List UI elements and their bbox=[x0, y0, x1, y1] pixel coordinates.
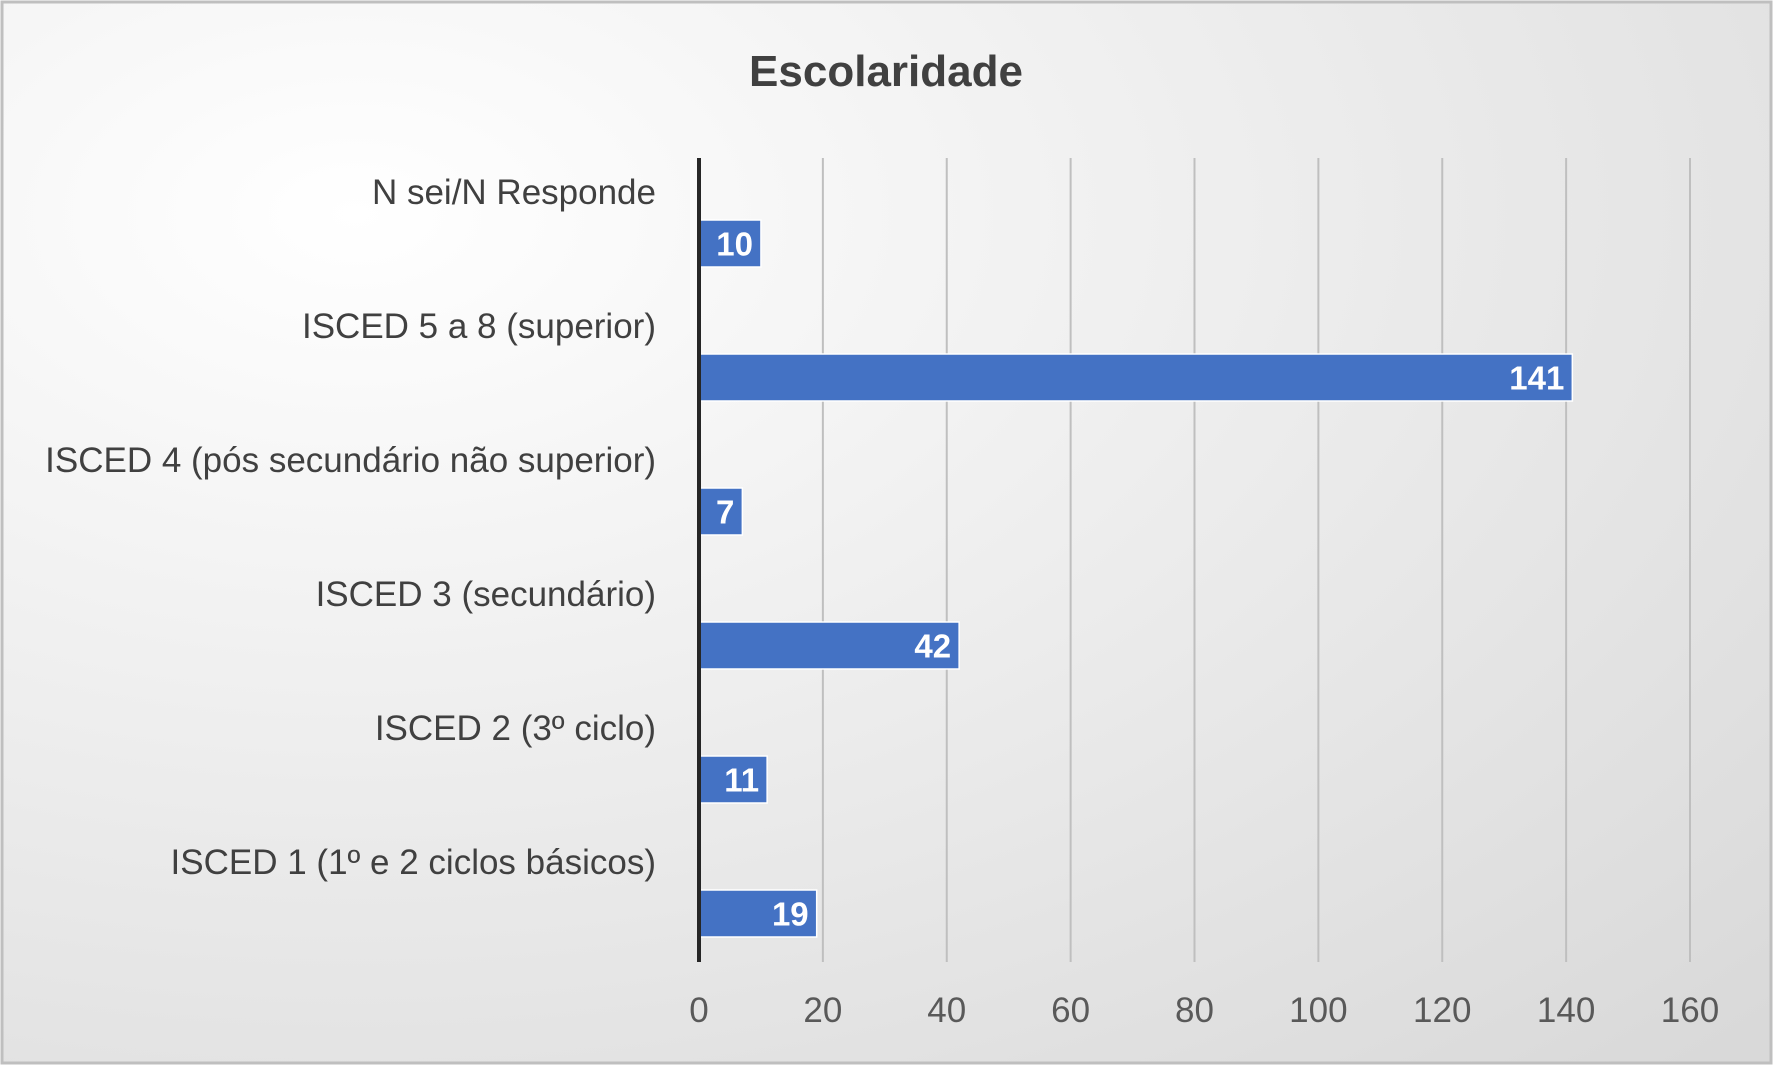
bar bbox=[698, 889, 818, 938]
data-labels: 10 141 7 42 11 19 bbox=[716, 226, 1564, 933]
x-tick-label: 40 bbox=[927, 991, 966, 1030]
category-label: ISCED 3 (secundário) bbox=[316, 575, 656, 614]
bar bbox=[698, 487, 744, 536]
bar bbox=[698, 621, 960, 670]
bar bbox=[698, 755, 768, 804]
x-tick-label: 60 bbox=[1051, 991, 1090, 1030]
data-label: 11 bbox=[724, 762, 759, 799]
x-tick-label: 20 bbox=[803, 991, 842, 1030]
data-label: 10 bbox=[716, 226, 753, 263]
category-label: ISCED 4 (pós secundário não superior) bbox=[45, 441, 656, 480]
gridlines bbox=[821, 158, 1691, 962]
x-tick-label: 0 bbox=[689, 991, 708, 1030]
bars bbox=[698, 219, 1574, 938]
category-label: ISCED 2 (3º ciclo) bbox=[375, 709, 656, 748]
data-label: 42 bbox=[914, 628, 951, 665]
chart-title: Escolaridade bbox=[749, 47, 1023, 96]
data-label: 141 bbox=[1509, 360, 1564, 397]
x-tick-label: 100 bbox=[1289, 991, 1347, 1030]
x-tick-label: 140 bbox=[1537, 991, 1595, 1030]
x-tick-label: 120 bbox=[1413, 991, 1471, 1030]
category-label: ISCED 5 a 8 (superior) bbox=[302, 307, 656, 346]
x-tick-label: 160 bbox=[1661, 991, 1719, 1030]
data-label: 7 bbox=[716, 494, 734, 531]
category-label: ISCED 1 (1º e 2 ciclos básicos) bbox=[171, 843, 656, 882]
x-tick-label: 80 bbox=[1175, 991, 1214, 1030]
bar bbox=[698, 353, 1574, 402]
category-labels: N sei/N Responde ISCED 5 a 8 (superior) IS… bbox=[45, 173, 656, 882]
category-label: N sei/N Responde bbox=[372, 173, 656, 212]
x-tick-labels: 0 20 40 60 80 100 120 140 160 bbox=[689, 991, 1719, 1030]
data-label: 19 bbox=[772, 896, 809, 933]
